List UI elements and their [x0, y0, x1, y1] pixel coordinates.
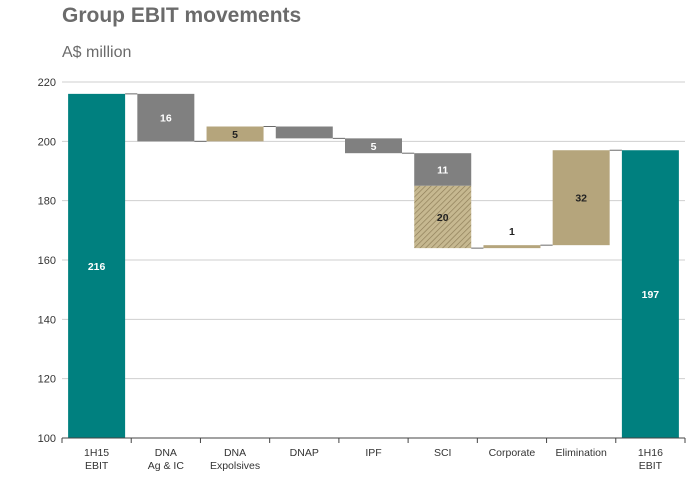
bar [414, 153, 472, 186]
x-tick-label: DNA Ag & IC [148, 447, 185, 472]
data-label: 5 [371, 141, 377, 153]
y-tick-label: 200 [38, 136, 56, 148]
x-tick-label: Elimination [555, 447, 607, 459]
gridlines [62, 81, 685, 380]
y-tick-label: 100 [38, 433, 56, 445]
data-label: 4 [301, 108, 307, 120]
bar [483, 245, 541, 249]
bar [206, 126, 264, 142]
data-label: 32 [575, 193, 587, 205]
bar [68, 93, 126, 438]
data-label: 1 [509, 226, 515, 238]
bar [552, 150, 610, 246]
x-tick-label: DNAP [290, 447, 319, 459]
data-label: 20 [437, 212, 449, 224]
chart-subtitle: A$ million [62, 44, 132, 61]
x-tick-label: 1H15 EBIT [84, 447, 109, 472]
connector-lines [125, 93, 622, 249]
y-tick-label: 120 [38, 374, 56, 386]
data-label: 11 [437, 165, 448, 177]
data-label: 216 [88, 261, 106, 273]
x-tick-label: 1H16 EBIT [638, 447, 663, 472]
data-label: 197 [642, 289, 660, 301]
bar [414, 185, 472, 249]
x-tick-label: SCI [434, 447, 452, 459]
chart-title: Group EBIT movements [62, 4, 302, 27]
data-label: 16 [160, 113, 172, 125]
y-tick-label: 160 [38, 255, 56, 267]
x-tick-label: DNA Expolsives [210, 447, 260, 472]
x-tick-label: IPF [365, 447, 381, 459]
x-tick-label: Corporate [489, 447, 536, 459]
y-tick-label: 140 [38, 314, 56, 326]
data-label: 5 [232, 129, 238, 141]
bar [275, 126, 333, 139]
bar [137, 93, 195, 142]
bar [345, 138, 402, 154]
y-tick-label: 180 [38, 196, 56, 208]
y-tick-label: 220 [38, 77, 56, 89]
bars: 216 16 5 4 5 11 20 1 32 197 [68, 93, 679, 438]
bar [621, 150, 679, 438]
